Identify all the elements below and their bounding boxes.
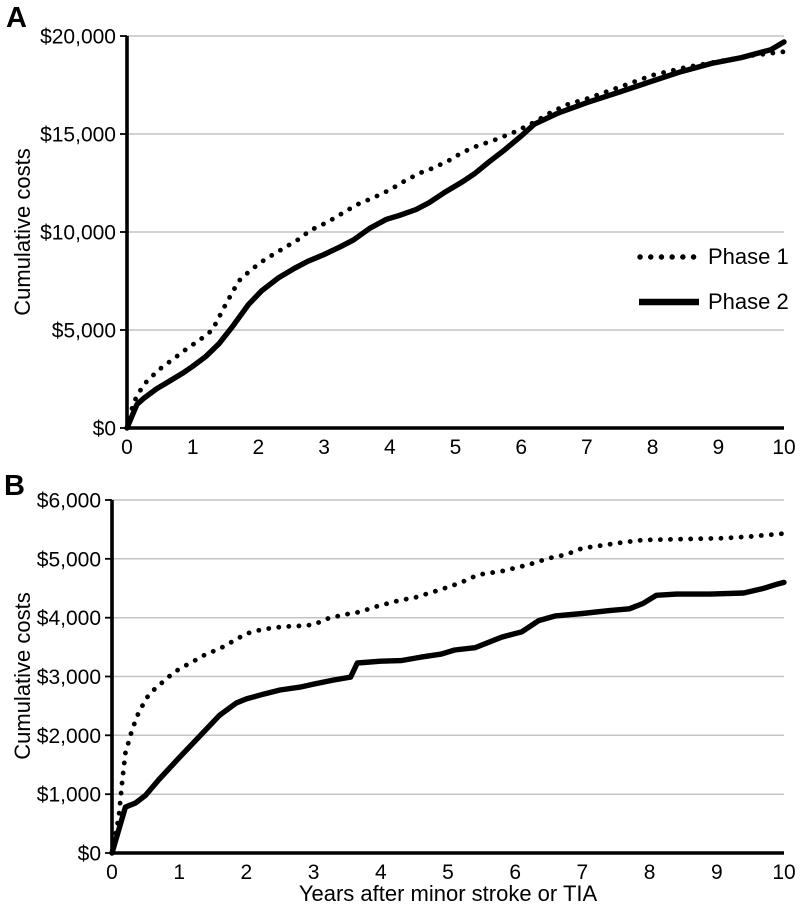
panel-b-y-axis-title: Cumulative costs bbox=[10, 592, 35, 760]
x-axis-title: Years after minor stroke or TIA bbox=[299, 881, 598, 906]
x-tick-label: 5 bbox=[450, 436, 462, 459]
panel-a-chart: Cumulative costs $0 $5,000 $10,000 $15,000 $… bbox=[10, 26, 796, 460]
y-tick-label: $0 bbox=[93, 418, 116, 441]
x-tick-label: 9 bbox=[712, 436, 724, 459]
y-tick-label: $3,000 bbox=[37, 666, 101, 689]
legend-label-phase-1: Phase 1 bbox=[708, 244, 789, 269]
x-tick-label: 5 bbox=[442, 861, 454, 884]
panel-a-y-axis-title: Cumulative costs bbox=[10, 148, 35, 316]
y-tick-label: $5,000 bbox=[37, 548, 101, 571]
y-tick-label: $6,000 bbox=[37, 490, 101, 513]
x-tick-label: 0 bbox=[106, 861, 118, 884]
y-tick-label: $15,000 bbox=[40, 124, 116, 147]
x-tick-label: 8 bbox=[644, 861, 656, 884]
panel-a-label: A bbox=[6, 2, 27, 34]
x-tick-label: 6 bbox=[515, 436, 527, 459]
y-tick-label: $5,000 bbox=[52, 320, 116, 343]
panel-b-label: B bbox=[4, 470, 25, 502]
x-tick-label: 6 bbox=[509, 861, 521, 884]
y-tick-label: $0 bbox=[78, 843, 101, 866]
x-tick-label: 4 bbox=[384, 436, 396, 459]
panel-b-chart: Cumulative costs Years after minor strok… bbox=[10, 490, 796, 907]
x-tick-label: 10 bbox=[772, 436, 795, 459]
legend-item-phase-2: Phase 2 bbox=[636, 288, 789, 316]
legend-label-phase-2: Phase 2 bbox=[708, 289, 789, 314]
y-tick-label: $10,000 bbox=[40, 222, 116, 245]
x-tick-label: 3 bbox=[308, 861, 320, 884]
series-phase-1 bbox=[124, 49, 787, 431]
x-tick-label: 1 bbox=[187, 436, 199, 459]
y-tick-label: $4,000 bbox=[37, 607, 101, 630]
x-tick-label: 4 bbox=[375, 861, 387, 884]
legend-item-phase-1: Phase 1 bbox=[636, 243, 789, 271]
x-tick-label: 3 bbox=[318, 436, 330, 459]
phase-2-solid-line-sample bbox=[639, 298, 699, 306]
series-phase-1 bbox=[109, 531, 787, 856]
x-tick-label: 0 bbox=[121, 436, 133, 459]
series-phase-2 bbox=[109, 579, 787, 856]
y-tick-label: $1,000 bbox=[37, 784, 101, 807]
y-tick-label: $2,000 bbox=[37, 725, 101, 748]
x-tick-label: 8 bbox=[647, 436, 659, 459]
x-tick-label: 2 bbox=[253, 436, 265, 459]
x-tick-label: 1 bbox=[173, 861, 185, 884]
x-tick-label: 10 bbox=[772, 861, 795, 884]
phase-1-dotted-line-sample bbox=[637, 254, 701, 260]
x-tick-label: 9 bbox=[711, 861, 723, 884]
legend: Phase 1 Phase 2 bbox=[636, 243, 789, 333]
series-phase-2 bbox=[124, 39, 787, 431]
x-tick-label: 2 bbox=[241, 861, 253, 884]
x-tick-label: 7 bbox=[581, 436, 593, 459]
x-tick-label: 7 bbox=[577, 861, 589, 884]
y-tick-label: $20,000 bbox=[40, 26, 116, 49]
